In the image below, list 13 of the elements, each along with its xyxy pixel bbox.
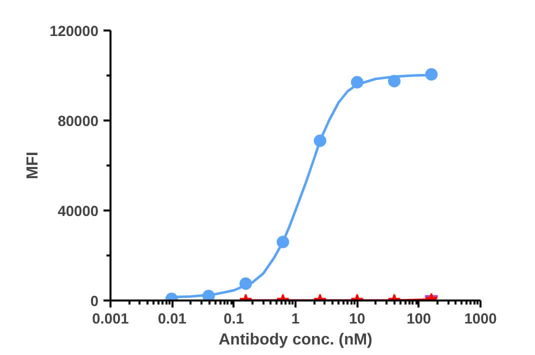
x-tick-label: 0.001 [92,312,129,328]
x-tick-label: 100 [406,312,432,328]
x-tick-label: 0.01 [158,312,186,328]
x-tick-label: 0.1 [224,312,244,328]
x-tick-label: 10 [349,312,366,328]
y-tick-label: 40000 [58,204,99,220]
y-tick-label: 80000 [58,114,99,130]
y-axis-title: MFI [24,152,42,180]
y-tick-label: 0 [90,294,99,310]
x-tick-label: 1000 [464,312,497,328]
x-axis-title: Antibody conc. (nM) [218,332,372,348]
y-tick-label: 120000 [50,24,99,40]
x-tick-label: 1 [291,312,300,328]
